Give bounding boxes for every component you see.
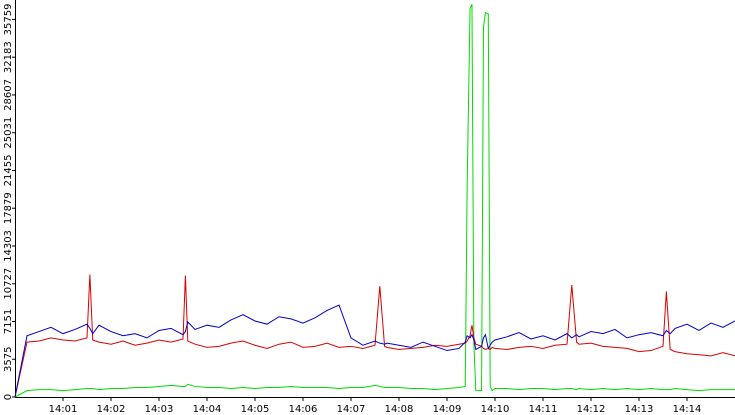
x-tick-label: 14:10 xyxy=(481,404,510,415)
series-line xyxy=(14,304,735,398)
x-tick-label: 14:12 xyxy=(577,404,606,415)
y-tick-label: 17879 xyxy=(3,192,14,224)
x-tick-label: 14:09 xyxy=(433,404,462,415)
x-tick-label: 14:11 xyxy=(529,404,558,415)
x-tick-label: 14:05 xyxy=(241,404,270,415)
series-line xyxy=(14,274,735,398)
y-tick-label: 35759 xyxy=(3,4,14,36)
x-tick-label: 14:04 xyxy=(193,404,222,415)
y-tick-label: 0 xyxy=(3,394,14,400)
y-tick-label: 7151 xyxy=(3,309,14,334)
series-line xyxy=(14,4,735,398)
x-tick-label: 14:06 xyxy=(289,404,318,415)
y-tick-label: 25031 xyxy=(3,117,14,149)
y-tick-label: 21455 xyxy=(3,155,14,187)
y-tick-label: 3575 xyxy=(3,347,14,372)
y-tick-label: 10727 xyxy=(3,268,14,300)
y-tick-label: 14303 xyxy=(3,230,14,262)
x-tick-label: 14:03 xyxy=(145,404,174,415)
y-tick-label: 28607 xyxy=(3,79,14,111)
x-tick-label: 14:01 xyxy=(49,404,78,415)
x-tick-label: 14:02 xyxy=(97,404,126,415)
x-tick-label: 14:14 xyxy=(673,404,702,415)
y-tick-label: 32183 xyxy=(3,41,14,73)
x-tick-label: 14:13 xyxy=(625,404,654,415)
x-tick-label: 14:07 xyxy=(337,404,366,415)
x-tick-label: 14:08 xyxy=(385,404,414,415)
